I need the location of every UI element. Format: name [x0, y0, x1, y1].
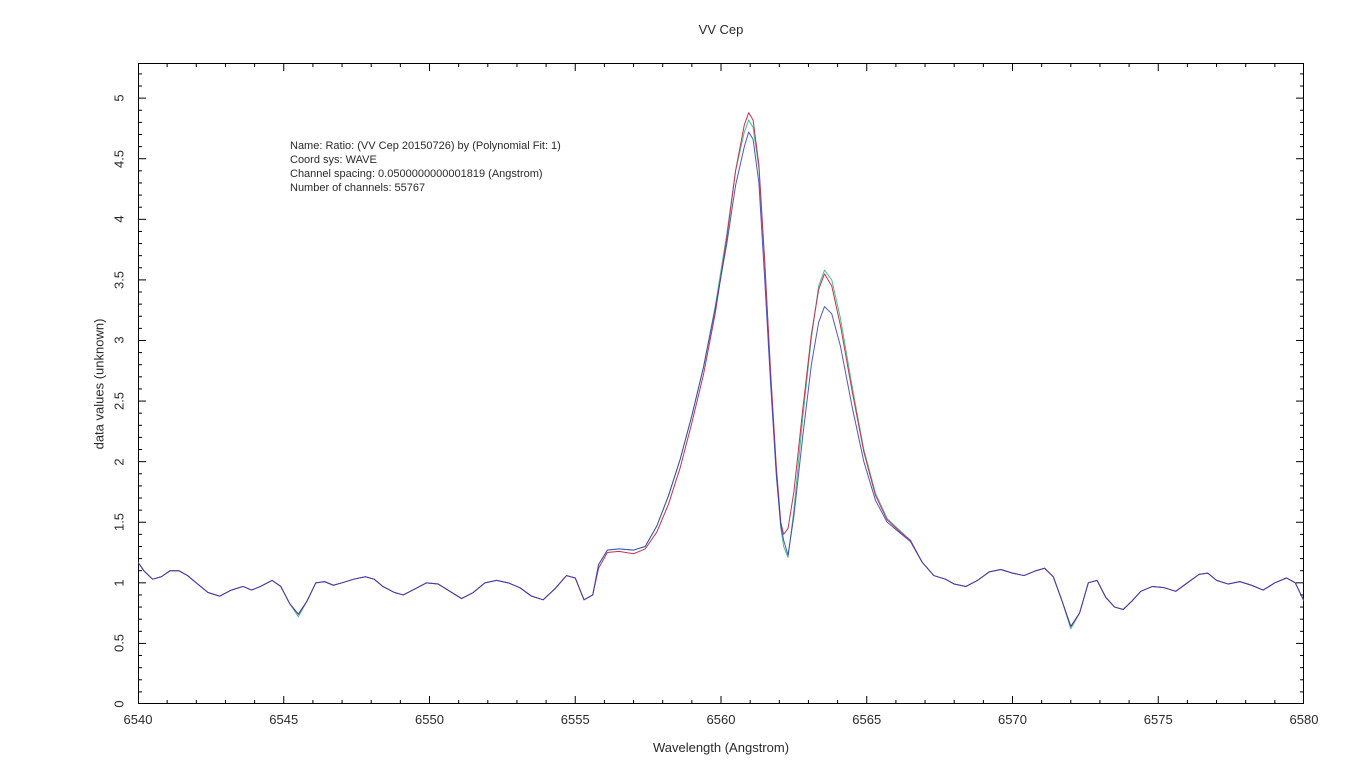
x-tick-label: 6540 [123, 712, 153, 727]
x-tick-label: 6570 [998, 712, 1027, 727]
plot-canvas[interactable]: Name: Ratio: (VV Cep 20150726) by (Polyn… [138, 63, 1304, 704]
x-tick-label: 6580 [1289, 712, 1319, 727]
y-tick-label: 3 [111, 336, 127, 345]
x-axis-title: Wavelength (Angstrom) [652, 740, 790, 755]
y-tick-label: 4.5 [111, 149, 127, 168]
chart-title: VV Cep [698, 22, 744, 37]
annotation-name-line: Name: Ratio: (VV Cep 20150726) by (Polyn… [290, 140, 561, 152]
y-tick-label: 1.5 [111, 513, 127, 532]
annotation-channel-count-line: Number of channels: 55767 [290, 182, 426, 194]
x-tick-label: 6560 [706, 712, 736, 727]
y-tick-label: 0 [111, 700, 127, 708]
spectrum-info-annotation: Name: Ratio: (VV Cep 20150726) by (Polyn… [290, 139, 561, 195]
y-tick-label: 0.5 [111, 634, 127, 653]
x-tick-label: 6575 [1143, 712, 1173, 727]
annotation-channel-spacing-line: Channel spacing: 0.0500000000001819 (Ang… [290, 168, 543, 180]
plot-svg [138, 63, 1304, 704]
y-tick-label: 1 [111, 579, 127, 587]
spectrum-blue-line [138, 131, 1304, 627]
annotation-coordsys-line: Coord sys: WAVE [290, 154, 377, 166]
x-tick-label: 6555 [560, 712, 590, 727]
y-tick-label: 4 [111, 215, 127, 223]
x-tick-label: 6565 [852, 712, 882, 727]
y-tick-label: 3.5 [111, 270, 127, 289]
y-tick-label: 2.5 [111, 392, 127, 411]
x-tick-label: 6550 [415, 712, 444, 727]
y-axis-title: data values (unknown) [91, 318, 107, 450]
y-tick-label: 5 [111, 94, 127, 102]
spectrum-green-line [138, 119, 1304, 630]
y-tick-label: 2 [111, 458, 127, 466]
x-tick-label: 6545 [269, 712, 299, 727]
